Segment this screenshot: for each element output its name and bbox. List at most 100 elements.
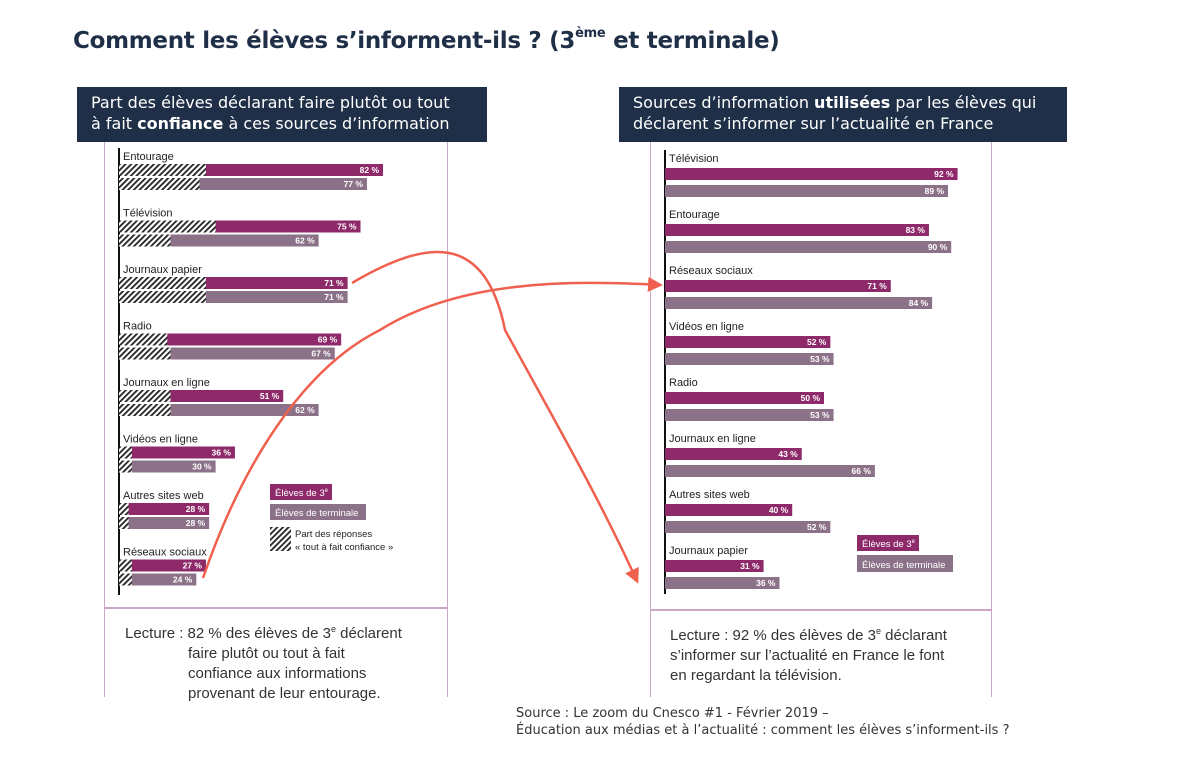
category-label-journaux-papier: Journaux papier bbox=[123, 264, 202, 276]
bar-3e-videos-en-ligne bbox=[119, 446, 235, 459]
value-label-3e-autres-sites-web: 40 % bbox=[769, 505, 789, 515]
left-panel-frame bbox=[104, 142, 448, 697]
bar-3e-journaux-en-ligne bbox=[665, 448, 802, 460]
hatch-terminale-videos-en-ligne bbox=[119, 460, 132, 473]
right-chart-header: Sources d’information utilisées par les … bbox=[619, 87, 1067, 142]
value-label-terminale-videos-en-ligne: 53 % bbox=[810, 354, 830, 364]
right-reading-note: Lecture : 92 % des élèves de 3e déclaran… bbox=[670, 626, 947, 684]
hatch-3e-journaux-papier bbox=[119, 277, 206, 289]
value-label-terminale-journaux-en-ligne: 66 % bbox=[852, 466, 872, 476]
category-label-autres-sites-web: Autres sites web bbox=[669, 489, 750, 501]
bar-terminale-videos-en-ligne bbox=[665, 353, 834, 365]
category-label-radio: Radio bbox=[123, 321, 152, 333]
right-panel-separator bbox=[650, 609, 992, 611]
hatch-3e-entourage bbox=[119, 164, 206, 176]
right-legend: Élèves de 3e Élèves de terminale bbox=[857, 535, 953, 572]
value-label-3e-journaux-en-ligne: 51 % bbox=[260, 391, 280, 401]
bar-terminale-entourage bbox=[665, 241, 952, 253]
value-label-terminale-reseaux-sociaux: 24 % bbox=[173, 575, 193, 585]
bar-terminale-reseaux-sociaux bbox=[665, 297, 933, 309]
legend-hatch-line2: « tout à fait confiance » bbox=[295, 542, 393, 553]
bar-terminale-autres-sites-web bbox=[119, 517, 210, 529]
category-label-entourage: Entourage bbox=[123, 151, 174, 163]
legend-3e-swatch-right bbox=[857, 535, 919, 551]
hatch-3e-journaux-en-ligne bbox=[119, 390, 171, 402]
category-label-autres-sites-web: Autres sites web bbox=[123, 490, 204, 502]
hatch-3e-autres-sites-web bbox=[119, 503, 129, 515]
bar-3e-television bbox=[665, 168, 958, 180]
value-label-terminale-autres-sites-web: 52 % bbox=[807, 522, 827, 532]
bar-terminale-television bbox=[665, 185, 949, 197]
bar-terminale-autres-sites-web bbox=[665, 521, 831, 533]
left-chart: Entourage 82 % 77 % Télévision 75 % 62 % Journ… bbox=[118, 148, 384, 595]
left-panel-separator bbox=[104, 607, 448, 609]
bar-terminale-radio bbox=[119, 347, 335, 360]
bar-terminale-radio bbox=[665, 409, 834, 421]
category-label-reseaux-sociaux: Réseaux sociaux bbox=[123, 547, 207, 559]
bar-terminale-journaux-papier bbox=[665, 577, 780, 589]
left-legend: Élèves de 3e Élèves de terminale Part de… bbox=[270, 484, 393, 553]
hatch-3e-radio bbox=[119, 333, 168, 346]
left-reading-note: Lecture : 82 % des élèves de 3e déclaren… bbox=[125, 624, 402, 702]
legend-hatch-swatch bbox=[270, 527, 291, 551]
value-label-3e-videos-en-ligne: 52 % bbox=[807, 337, 827, 347]
category-label-journaux-en-ligne: Journaux en ligne bbox=[123, 377, 210, 389]
bar-3e-reseaux-sociaux bbox=[119, 559, 206, 572]
legend-3e-swatch-left bbox=[270, 484, 332, 500]
category-label-videos-en-ligne: Vidéos en ligne bbox=[123, 434, 198, 446]
hatch-3e-reseaux-sociaux bbox=[119, 559, 132, 572]
page-title: Comment les élèves s’informent-ils ? (3è… bbox=[73, 26, 780, 54]
left-header-line1: Part des élèves déclarant faire plutôt o… bbox=[91, 93, 450, 112]
right-header-line2: déclarent s’informer sur l’actualité en … bbox=[633, 114, 994, 133]
right-chart: Télévision 92 % 89 % Entourage 83 %90 % Résea… bbox=[664, 150, 958, 594]
bar-terminale-reseaux-sociaux bbox=[119, 573, 197, 586]
value-label-3e-journaux-papier: 31 % bbox=[740, 561, 760, 571]
right-panel-frame bbox=[650, 142, 992, 697]
hatch-terminale-radio bbox=[119, 347, 171, 360]
bar-3e-entourage bbox=[665, 224, 929, 236]
legend-3e-label-right: Élèves de 3e bbox=[862, 539, 916, 550]
hatch-terminale-reseaux-sociaux bbox=[119, 573, 132, 586]
value-label-terminale-autres-sites-web: 28 % bbox=[186, 518, 206, 528]
hatch-terminale-television bbox=[119, 234, 171, 247]
value-label-3e-reseaux-sociaux: 27 % bbox=[183, 561, 203, 571]
left-header-line2: à fait confiance à ces sources d’informa… bbox=[91, 114, 450, 133]
value-label-3e-entourage: 82 % bbox=[360, 165, 380, 175]
bar-3e-journaux-papier bbox=[665, 560, 764, 572]
arrow-reseaux-sociaux bbox=[201, 276, 663, 579]
legend-hatch-line1: Part des réponses bbox=[295, 529, 372, 540]
value-label-3e-television: 75 % bbox=[337, 222, 357, 232]
category-label-television: Télévision bbox=[669, 153, 719, 165]
value-label-3e-reseaux-sociaux: 71 % bbox=[867, 281, 887, 291]
legend-3e-label-left: Élèves de 3e bbox=[275, 488, 329, 499]
bar-3e-autres-sites-web bbox=[665, 504, 793, 516]
bar-3e-radio bbox=[119, 333, 342, 346]
value-label-terminale-journaux-en-ligne: 62 % bbox=[295, 405, 315, 415]
value-label-terminale-radio: 53 % bbox=[810, 410, 830, 420]
hatch-terminale-autres-sites-web bbox=[119, 517, 129, 529]
value-label-terminale-videos-en-ligne: 30 % bbox=[192, 462, 212, 472]
category-label-journaux-papier: Journaux papier bbox=[669, 545, 748, 557]
value-label-3e-autres-sites-web: 28 % bbox=[186, 504, 206, 514]
bar-terminale-videos-en-ligne bbox=[119, 460, 216, 473]
hatch-terminale-journaux-papier bbox=[119, 291, 206, 303]
category-label-radio: Radio bbox=[669, 377, 698, 389]
category-label-videos-en-ligne: Vidéos en ligne bbox=[669, 321, 744, 333]
source-note: Source : Le zoom du Cnesco #1 - Février … bbox=[516, 706, 1010, 738]
category-label-entourage: Entourage bbox=[669, 209, 720, 221]
value-label-terminale-entourage: 77 % bbox=[344, 179, 364, 189]
value-label-3e-journaux-en-ligne: 43 % bbox=[778, 449, 798, 459]
value-label-terminale-journaux-papier: 36 % bbox=[756, 578, 776, 588]
value-label-3e-videos-en-ligne: 36 % bbox=[212, 448, 232, 458]
bar-3e-videos-en-ligne bbox=[665, 336, 831, 348]
value-label-terminale-journaux-papier: 71 % bbox=[324, 292, 344, 302]
value-label-3e-entourage: 83 % bbox=[906, 225, 926, 235]
arrow-journaux-papier bbox=[351, 250, 639, 584]
category-label-television: Télévision bbox=[123, 208, 173, 220]
bar-3e-autres-sites-web bbox=[119, 503, 210, 515]
value-label-terminale-reseaux-sociaux: 84 % bbox=[909, 298, 929, 308]
value-label-3e-journaux-papier: 71 % bbox=[324, 278, 344, 288]
legend-terminale-label-left: Élèves de terminale bbox=[275, 508, 358, 519]
left-chart-header: Part des élèves déclarant faire plutôt o… bbox=[77, 87, 487, 142]
